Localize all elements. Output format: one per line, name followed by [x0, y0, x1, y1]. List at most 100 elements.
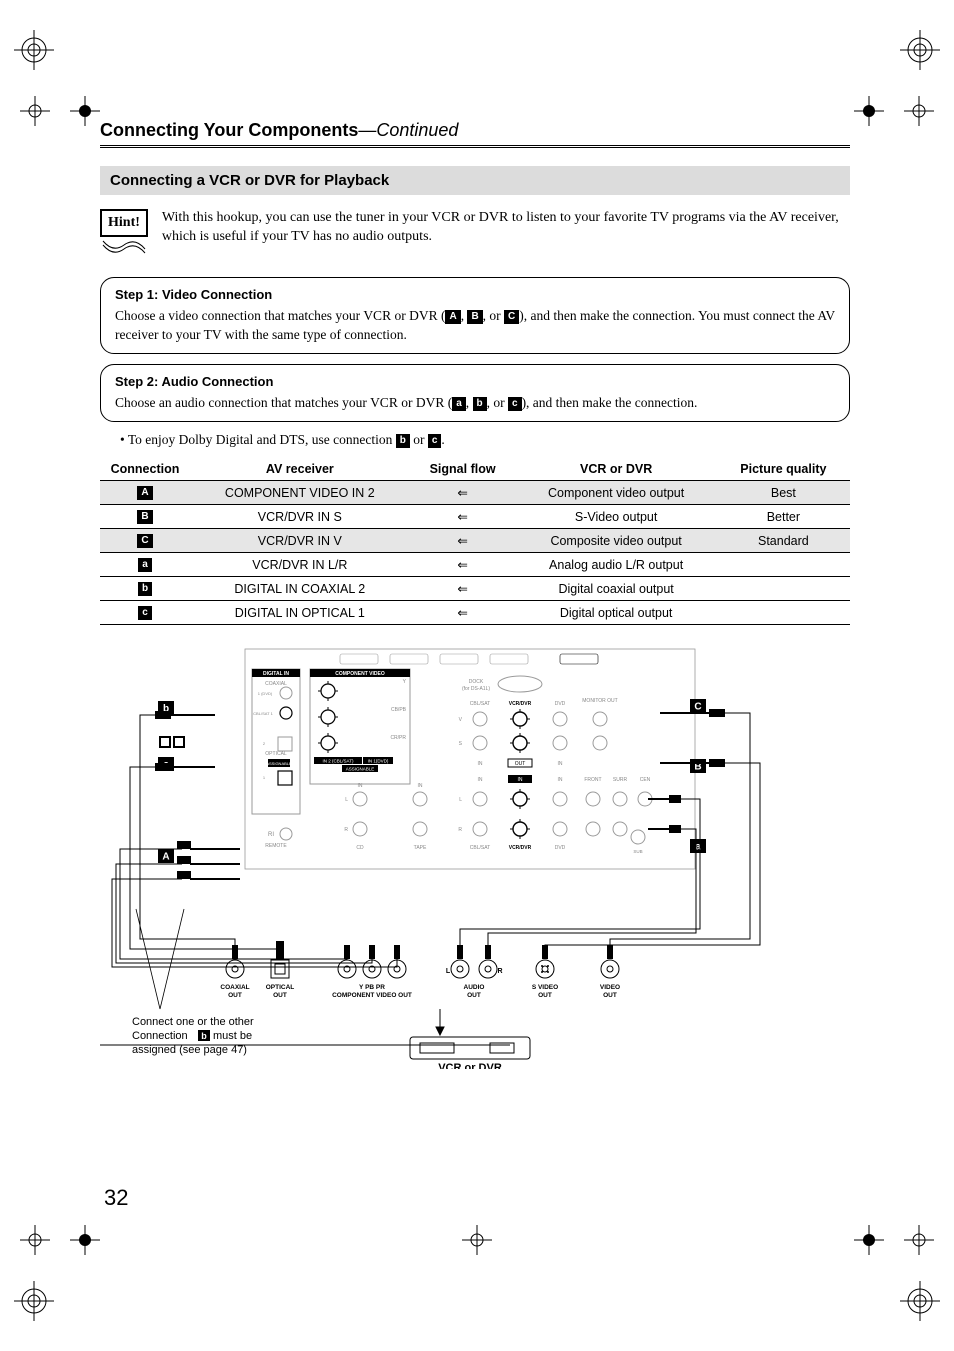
- tag-c: c: [508, 397, 522, 411]
- step2-box: Step 2: Audio Connection Choose an audio…: [100, 364, 850, 422]
- svg-text:OUT: OUT: [228, 992, 242, 999]
- tag-b2: b: [396, 434, 410, 448]
- tag-b: b: [473, 397, 487, 411]
- svg-text:SURR: SURR: [613, 777, 628, 783]
- svg-text:R: R: [497, 968, 502, 975]
- svg-text:CBL/SAT 1: CBL/SAT 1: [253, 711, 273, 716]
- svg-text:Connection: Connection: [132, 1030, 188, 1042]
- svg-text:IN 2 (CBL/SAT): IN 2 (CBL/SAT): [323, 759, 354, 764]
- svg-text:IN 1(DVD): IN 1(DVD): [368, 759, 389, 764]
- svg-text:DIGITAL IN: DIGITAL IN: [263, 671, 289, 677]
- reg-mark-tl: [14, 30, 54, 70]
- svg-text:R: R: [344, 827, 348, 833]
- svg-text:COAXIAL: COAXIAL: [265, 681, 287, 687]
- table-header: Connection: [100, 458, 190, 481]
- svg-text:OPTICAL: OPTICAL: [265, 751, 287, 757]
- step1-body: Choose a video connection that matches y…: [115, 307, 835, 345]
- svg-text:(for DS-A1L): (for DS-A1L): [462, 686, 490, 692]
- svg-text:Connect one or the other: Connect one or the other: [132, 1016, 254, 1028]
- svg-text:FRONT: FRONT: [584, 777, 601, 783]
- svg-text:COMPONENT VIDEO: COMPONENT VIDEO: [335, 671, 385, 677]
- page-number: 32: [104, 1185, 128, 1211]
- svg-text:VCR/DVR: VCR/DVR: [509, 845, 532, 851]
- svg-text:MONITOR OUT: MONITOR OUT: [582, 698, 617, 704]
- svg-text:IN: IN: [478, 761, 483, 767]
- conn-tag: c: [138, 606, 152, 620]
- svg-text:CR/PR: CR/PR: [390, 735, 406, 741]
- table-row: cDIGITAL IN OPTICAL 1⇐Digital optical ou…: [100, 601, 850, 625]
- table-header: Picture quality: [717, 458, 850, 481]
- svg-text:CBL/SAT: CBL/SAT: [470, 845, 490, 851]
- tag-a: a: [452, 397, 466, 411]
- tag-A: A: [445, 310, 460, 324]
- svg-text:L: L: [446, 968, 451, 975]
- step1-box: Step 1: Video Connection Choose a video …: [100, 277, 850, 354]
- table-row: bDIGITAL IN COAXIAL 2⇐Digital coaxial ou…: [100, 577, 850, 601]
- svg-text:VCR/DVR: VCR/DVR: [509, 701, 532, 707]
- step2-heading: Step 2: Audio Connection: [115, 373, 835, 391]
- table-header: VCR or DVR: [516, 458, 717, 481]
- bullet-note: To enjoy Dolby Digital and DTS, use conn…: [120, 432, 850, 448]
- svg-text:must be: must be: [213, 1030, 252, 1042]
- crop-mark: [904, 1225, 934, 1255]
- tag-C: C: [504, 310, 519, 324]
- table-row: CVCR/DVR IN V⇐Composite video outputStan…: [100, 529, 850, 553]
- svg-text:b: b: [201, 1031, 207, 1041]
- title-continued: —Continued: [358, 120, 458, 140]
- hint-text: With this hookup, you can use the tuner …: [162, 209, 850, 247]
- step1-heading: Step 1: Video Connection: [115, 286, 835, 304]
- svg-text:DOCK: DOCK: [469, 679, 484, 685]
- svg-text:C: C: [694, 702, 701, 713]
- svg-text:REMOTE: REMOTE: [265, 843, 287, 849]
- svg-text:ASSIGNABLE: ASSIGNABLE: [266, 761, 292, 766]
- hint-label: Hint!: [100, 209, 148, 237]
- conn-tag: C: [137, 534, 152, 548]
- svg-text:OUT: OUT: [538, 992, 552, 999]
- table-header: AV receiver: [190, 458, 410, 481]
- hint-row: Hint! With this hookup, you can use the …: [100, 209, 850, 255]
- reg-mark-br: [900, 1281, 940, 1321]
- svg-text:SUB: SUB: [633, 849, 642, 854]
- svg-text:COMPONENT VIDEO OUT: COMPONENT VIDEO OUT: [332, 992, 412, 999]
- reg-mark-tr: [900, 30, 940, 70]
- svg-text:L: L: [345, 797, 348, 803]
- connection-diagram: DIGITAL IN COAXIAL 1 (DVD) CBL/SAT 1 OPT…: [100, 639, 800, 1069]
- svg-text:A: A: [162, 852, 169, 863]
- svg-text:OUT: OUT: [467, 992, 481, 999]
- diagram-svg: DIGITAL IN COAXIAL 1 (DVD) CBL/SAT 1 OPT…: [100, 639, 800, 1069]
- conn-tag: a: [138, 558, 152, 572]
- section-title: Connecting Your Components—Continued: [100, 120, 850, 148]
- tag-B: B: [467, 310, 482, 324]
- crop-mark: [20, 96, 50, 126]
- table-row: ACOMPONENT VIDEO IN 2⇐Component video ou…: [100, 481, 850, 505]
- crop-mark: [904, 96, 934, 126]
- svg-text:IN: IN: [418, 783, 423, 789]
- svg-text:assigned (see page 47): assigned (see page 47): [132, 1044, 247, 1056]
- svg-text:IN: IN: [558, 777, 563, 783]
- svg-text:CD: CD: [356, 845, 364, 851]
- svg-text:RI: RI: [268, 832, 274, 838]
- svg-text:OUT: OUT: [515, 761, 526, 767]
- svg-text:DVD: DVD: [555, 845, 566, 851]
- svg-text:IN: IN: [358, 783, 363, 789]
- subsection-bar: Connecting a VCR or DVR for Playback: [100, 166, 850, 195]
- svg-text:OPTICAL: OPTICAL: [266, 984, 295, 991]
- svg-text:1 (DVD): 1 (DVD): [258, 691, 273, 696]
- svg-text:CEN: CEN: [640, 777, 651, 783]
- table-row: aVCR/DVR IN L/R⇐Analog audio L/R output: [100, 553, 850, 577]
- svg-text:S VIDEO: S VIDEO: [532, 984, 558, 991]
- tag-c2: c: [428, 434, 442, 448]
- svg-text:AUDIO: AUDIO: [464, 984, 485, 991]
- conn-tag: B: [137, 510, 152, 524]
- svg-text:TAPE: TAPE: [414, 845, 427, 851]
- step2-body: Choose an audio connection that matches …: [115, 394, 835, 413]
- crop-mark: [70, 1225, 100, 1255]
- svg-text:VIDEO: VIDEO: [600, 984, 620, 991]
- svg-text:IN: IN: [478, 777, 483, 783]
- crop-mark: [70, 96, 100, 126]
- crop-mark: [20, 1225, 50, 1255]
- svg-text:IN: IN: [558, 761, 563, 767]
- page-content: Connecting Your Components—Continued Con…: [100, 120, 850, 1069]
- reg-mark-bl: [14, 1281, 54, 1321]
- crop-mark: [462, 1225, 492, 1255]
